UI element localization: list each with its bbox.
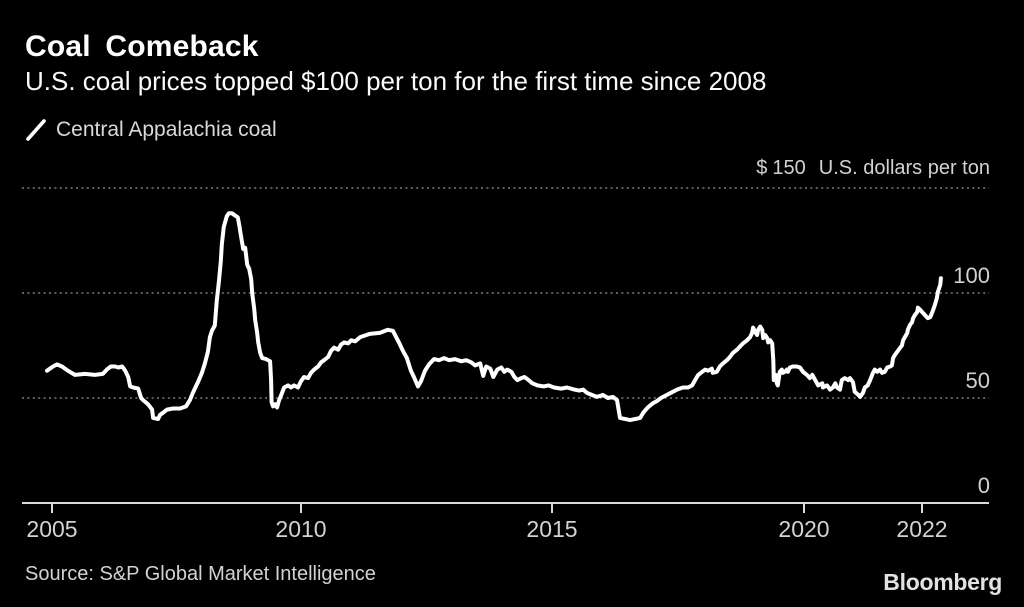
legend-label: Central Appalachia coal	[56, 118, 277, 141]
y-axis-label-50: 50	[965, 368, 990, 393]
x-axis-label-2005: 2005	[26, 516, 78, 542]
currency-symbol: $	[756, 157, 768, 179]
x-axis-label-2022: 2022	[896, 516, 948, 542]
y-axis-label-0: 0	[977, 473, 990, 498]
legend: Central Appalachia coal	[25, 118, 277, 142]
y-axis-unit-label: $150 U.S. dollars per ton	[756, 157, 990, 180]
x-axis-label-2015: 2015	[526, 516, 578, 542]
source-attribution: Source: S&P Global Market Intelligence	[25, 563, 376, 585]
price-line-central-appalachia	[45, 211, 943, 423]
chart-subtitle: U.S. coal prices topped $100 per ton for…	[25, 66, 767, 96]
bloomberg-logo: Bloomberg	[883, 569, 1002, 595]
line-series-marker-icon	[25, 118, 47, 142]
y-axis-label-100: 100	[953, 263, 990, 288]
page-title: Coal Comeback	[25, 30, 259, 63]
x-axis-label-2010: 2010	[275, 516, 327, 542]
top-tick-value: 150	[772, 157, 806, 179]
x-axis-label-2020: 2020	[778, 516, 830, 542]
unit-text: U.S. dollars per ton	[818, 157, 990, 179]
